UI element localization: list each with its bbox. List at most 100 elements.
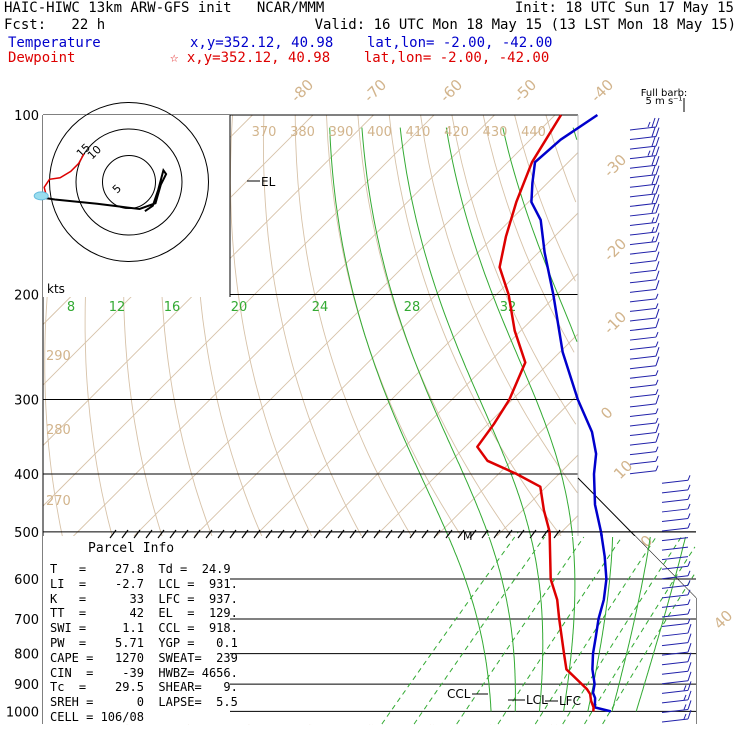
isotherm-label: -30 [600, 151, 630, 181]
wind-barb-half [683, 713, 687, 720]
wind-barb-full [655, 347, 660, 357]
wind-barb-staff [629, 231, 657, 236]
dry-adiabat-label: 280 [46, 423, 71, 438]
wind-barb-staff [661, 642, 689, 647]
wind-barb [629, 280, 660, 293]
wind-barb-half [687, 561, 691, 567]
wind-barb-staff [661, 680, 689, 685]
freezing-level-hatch [541, 529, 549, 539]
wind-barb-full [655, 127, 660, 137]
wind-barb [661, 690, 692, 704]
el-label: EL [261, 175, 276, 189]
wind-barb-staff [629, 403, 657, 408]
wind-barb-staff [661, 498, 689, 503]
wind-barb [629, 370, 659, 379]
isotherm-label: 40 [710, 607, 736, 633]
pressure-tick-label: 900 [14, 678, 39, 693]
freezing-level-hatch [481, 529, 489, 539]
isotherm-label: -70 [360, 76, 390, 106]
wind-barb-staff [629, 193, 657, 198]
wind-barb [629, 293, 659, 303]
dewpoint-legend: Dewpoint [8, 50, 76, 66]
dry-adiabat-label: 440 [521, 125, 546, 140]
pressure-tick-label: 700 [14, 613, 39, 628]
wind-barb-half [647, 121, 651, 128]
moist-adiabat-label: 24 [312, 300, 329, 315]
wind-barb-full [655, 117, 660, 128]
wind-barb [629, 175, 660, 188]
hodograph-storm-motion-marker [33, 191, 49, 201]
freezing-level-hatch [289, 529, 297, 539]
wind-barb [629, 184, 660, 198]
wind-barb-half [651, 217, 655, 223]
wind-barb-staff [661, 651, 689, 656]
wind-barb [661, 475, 691, 484]
wind-barb-staff [629, 155, 657, 160]
freezing-level-hatch [325, 529, 333, 539]
wind-barb [629, 213, 660, 226]
wind-barb-half [655, 417, 659, 424]
wind-barb-staff [661, 594, 689, 599]
wind-barb [629, 389, 659, 398]
wind-barb-staff [629, 250, 657, 255]
wind-barb [629, 251, 660, 265]
wind-barb-full [655, 232, 660, 242]
wind-barb [661, 700, 692, 713]
pressure-tick-label: 400 [14, 468, 39, 483]
wind-barb-full [651, 165, 656, 175]
wind-barb [629, 432, 660, 446]
wind-barb-staff [629, 441, 657, 446]
wind-barb-full [655, 261, 660, 271]
wind-barb [629, 203, 660, 217]
wind-barb-staff [661, 479, 689, 484]
pressure-tick-label: 500 [14, 526, 39, 541]
wind-barb [629, 347, 660, 360]
wind-barb [629, 136, 660, 150]
wind-barb-staff [661, 565, 689, 570]
moist-adiabat-line [611, 536, 651, 712]
freezing-level-hatch [529, 529, 537, 539]
wind-barb-staff [629, 422, 657, 427]
wind-barb-full [655, 194, 660, 204]
isotherm-label: 0 [597, 403, 616, 422]
wind-barb-half [687, 484, 691, 491]
wind-barb-staff [629, 346, 657, 351]
moist-adiabat-line [530, 536, 544, 712]
wind-barb-staff [629, 174, 657, 179]
wind-barb-full [687, 633, 692, 643]
wind-barb-full [687, 709, 692, 720]
hodograph-low-level-trace [43, 153, 85, 199]
wind-barb-staff [629, 307, 657, 312]
mixing-ratio-line [381, 536, 516, 725]
freezing-level-hatch [277, 529, 285, 539]
freezing-level-hatch [361, 529, 369, 539]
wind-barb-half [655, 389, 659, 395]
wind-barb [629, 165, 660, 179]
parcel-info-row: K = 33 LFC = 937. [50, 591, 238, 606]
freezing-level-hatch [109, 529, 117, 539]
freezing-level-hatch [457, 529, 465, 539]
wind-barb-staff [629, 126, 657, 131]
wind-barb [629, 331, 659, 341]
wind-barb-staff [629, 183, 657, 188]
freezing-level-hatch [313, 529, 321, 539]
wind-barb-staff [629, 460, 657, 465]
wind-barb-staff [629, 393, 657, 398]
wind-barb-staff [629, 221, 657, 226]
wind-barb [661, 618, 691, 628]
moist-adiabat-line [502, 127, 578, 342]
wind-barb [661, 494, 691, 503]
dry-adiabat-label: 370 [252, 125, 277, 140]
wind-barb-staff [661, 517, 689, 522]
dry-adiabat-label: 400 [367, 125, 392, 140]
parcel-info-row: PW = 5.71 YGP = 0.1 [50, 636, 238, 650]
wind-barb-staff [629, 470, 657, 475]
wind-barb [629, 341, 659, 351]
wind-barb-half [687, 580, 691, 586]
wind-barb-full [651, 203, 656, 214]
wind-barb-staff [629, 269, 657, 274]
freezing-level-hatch [385, 529, 393, 539]
wind-barb-full [655, 308, 660, 319]
wind-barb-full [687, 681, 692, 691]
wind-barb-full [651, 136, 656, 147]
